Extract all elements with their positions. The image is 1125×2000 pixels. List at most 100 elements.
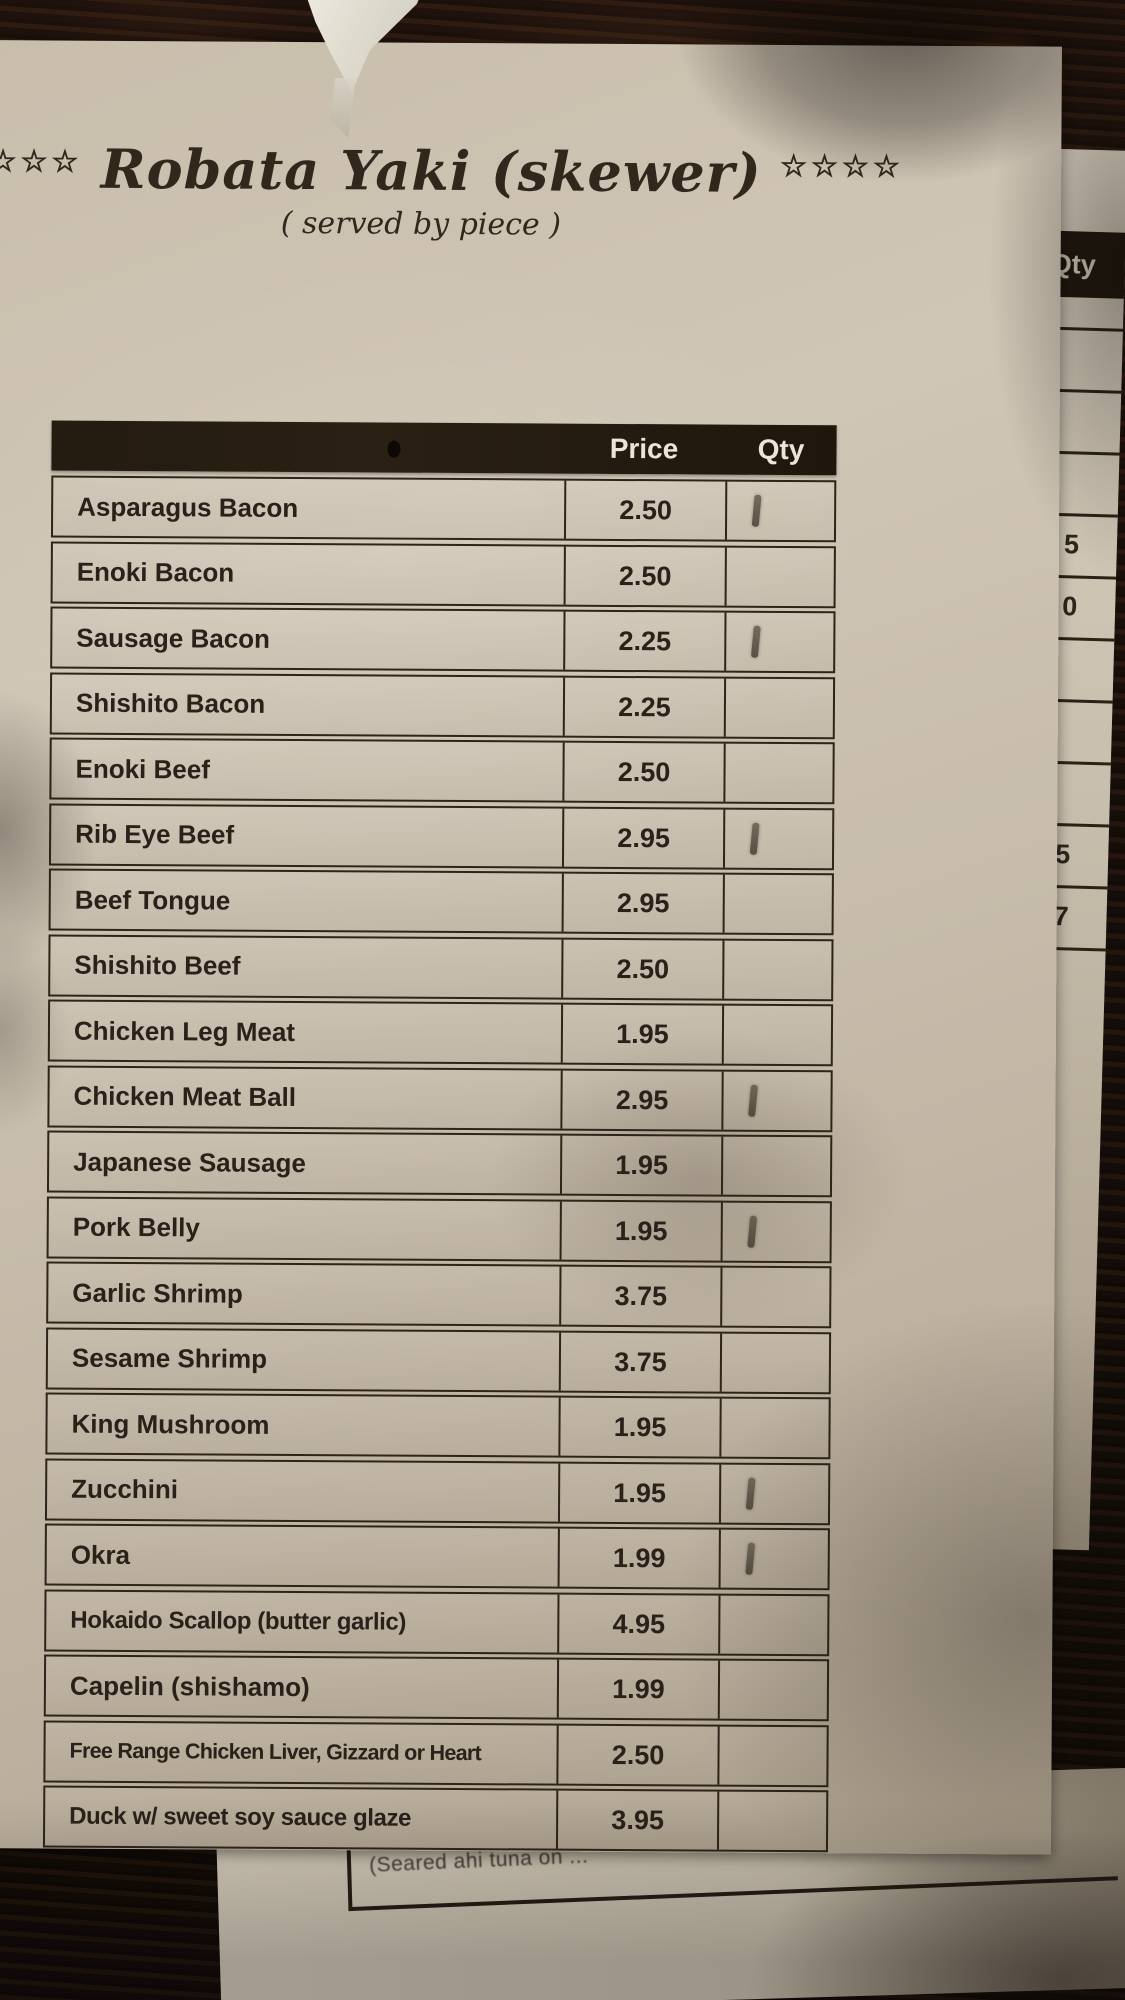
item-qty-cell (723, 1071, 830, 1130)
item-name: Shishito Bacon (75, 687, 266, 719)
item-qty-cell (723, 1202, 830, 1261)
item-name: Sausage Bacon (76, 622, 271, 654)
item-price: 3.75 (559, 1266, 723, 1326)
item-qty-cell (724, 1006, 831, 1065)
item-qty-cell (725, 744, 832, 803)
item-name: Sesame Shrimp (71, 1342, 268, 1374)
item-name: Rib Eye Beef (75, 818, 235, 850)
item-qty-cell (725, 809, 832, 868)
item-qty-cell (725, 875, 832, 934)
underlying-sheet-border (348, 1876, 1118, 1911)
item-name: Capelin (shishamo) (69, 1670, 310, 1702)
item-name: Enoki Bacon (76, 556, 235, 588)
item-price: 3.95 (555, 1790, 720, 1850)
table-row: Free Range Chicken Liver, Gizzard or Hea… (43, 1719, 829, 1787)
table-row: Chicken Leg Meat 1.95 (47, 999, 834, 1067)
item-name: Free Range Chicken Liver, Gizzard or Hea… (69, 1738, 482, 1766)
menu-header: ☆☆☆☆ Robata Yaki (skewer) ☆☆☆☆ ( served … (0, 136, 1061, 246)
table-row: Rib Eye Beef 2.95 (48, 802, 835, 870)
pen-tally-mark (748, 1084, 759, 1117)
item-name: Chicken Leg Meat (73, 1015, 296, 1047)
item-qty-cell (722, 1268, 829, 1327)
item-name: Asparagus Bacon (77, 491, 299, 523)
item-name: Chicken Meat Ball (73, 1080, 297, 1112)
item-name: King Mushroom (71, 1408, 270, 1440)
item-qty-cell (726, 613, 833, 672)
stars-right-decoration: ☆☆☆☆ (780, 149, 904, 184)
table-row: Sausage Bacon 2.25 (50, 606, 836, 674)
pen-tally-mark (750, 625, 761, 659)
item-qty-cell (721, 1464, 828, 1523)
qty-column-header: Qty (757, 433, 805, 466)
item-price: 2.50 (563, 480, 728, 540)
item-qty-cell (724, 940, 831, 999)
item-name: Garlic Shrimp (72, 1277, 243, 1309)
menu-title-line: ☆☆☆☆ Robata Yaki (skewer) ☆☆☆☆ (0, 135, 976, 206)
item-price: 2.95 (560, 1070, 724, 1130)
item-qty-cell (720, 1595, 827, 1654)
item-price: 2.50 (563, 546, 727, 606)
item-name: Zucchini (71, 1473, 179, 1505)
item-qty-cell (719, 1792, 826, 1851)
stars-left-decoration: ☆☆☆☆ (0, 144, 83, 179)
item-price: 2.50 (562, 742, 726, 802)
item-qty-cell (720, 1661, 827, 1720)
item-qty-cell (722, 1333, 829, 1392)
pen-tally-mark (747, 1215, 758, 1248)
table-row: Capelin (shishamo) 1.99 (43, 1654, 830, 1722)
item-name: Japanese Sausage (73, 1146, 306, 1178)
item-qty-cell (727, 547, 834, 606)
item-price: 1.95 (557, 1463, 722, 1523)
price-column-header: Price (609, 432, 679, 465)
underlying-sheet-border (346, 1843, 353, 1912)
table-row: King Mushroom 1.95 (45, 1392, 831, 1460)
pen-tally-mark (749, 822, 760, 855)
item-qty-cell (727, 482, 834, 541)
table-header-bar: Price Qty (51, 420, 837, 476)
item-qty-cell (726, 678, 833, 737)
item-name: Okra (70, 1539, 131, 1570)
item-price: 1.95 (560, 1004, 725, 1064)
item-price: 4.95 (557, 1594, 721, 1654)
menu-subtitle: ( served by piece ) (280, 205, 562, 243)
table-row: Shishito Bacon 2.25 (49, 671, 836, 739)
item-qty-cell (721, 1530, 828, 1589)
item-name: Shishito Beef (74, 949, 241, 981)
item-price: 1.95 (559, 1135, 724, 1195)
item-price: 2.50 (561, 939, 725, 999)
item-price: 1.95 (559, 1201, 723, 1261)
table-row: Garlic Shrimp 3.75 (46, 1261, 832, 1329)
item-name: Pork Belly (72, 1211, 201, 1243)
menu-paper: ☆☆☆☆ Robata Yaki (skewer) ☆☆☆☆ ( served … (0, 40, 1062, 1855)
item-price: 1.95 (558, 1397, 722, 1457)
table-row: Okra 1.99 (44, 1523, 830, 1591)
table-row: Chicken Meat Ball 2.95 (47, 1064, 833, 1132)
item-qty-cell (721, 1399, 828, 1458)
table-row: Beef Tongue 2.95 (48, 868, 834, 936)
table-row: Japanese Sausage 1.95 (46, 1130, 833, 1198)
punch-hole (387, 440, 401, 458)
table-row: Enoki Bacon 2.50 (50, 540, 836, 608)
menu-rows: Asparagus Bacon 2.50 Enoki Bacon 2.50 Sa… (42, 475, 837, 1853)
item-price: 2.25 (562, 677, 727, 737)
pen-tally-mark (745, 1542, 756, 1576)
table-row: Pork Belly 1.95 (46, 1195, 832, 1263)
item-column-header (52, 445, 563, 448)
table-row: Enoki Beef 2.50 (49, 737, 835, 805)
table-row: Asparagus Bacon 2.50 (50, 475, 837, 543)
pen-tally-mark (745, 1477, 756, 1510)
item-qty-cell (719, 1726, 826, 1785)
table-row: Sesame Shrimp 3.75 (45, 1326, 832, 1394)
item-price: 1.99 (556, 1659, 721, 1719)
item-price: 3.75 (558, 1332, 723, 1392)
item-price: 1.99 (557, 1528, 721, 1588)
item-name: Hokaido Scallop (butter garlic) (70, 1606, 407, 1636)
table-row: Hokaido Scallop (butter garlic) 4.95 (44, 1588, 830, 1656)
item-name: Beef Tongue (74, 884, 231, 916)
menu-title: Robata Yaki (skewer) (100, 136, 762, 205)
table-row: Duck w/ sweet soy sauce glaze 3.95 (42, 1785, 829, 1853)
table-row: Shishito Beef 2.50 (48, 933, 834, 1001)
item-price: 2.95 (561, 873, 725, 933)
table-row: Zucchini 1.95 (44, 1457, 831, 1525)
